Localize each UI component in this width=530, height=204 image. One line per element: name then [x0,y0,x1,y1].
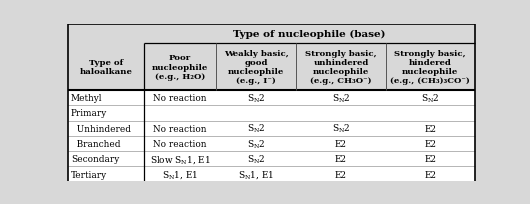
Text: $\mathregular{S_N2}$: $\mathregular{S_N2}$ [332,92,350,104]
Text: E2: E2 [335,155,347,163]
Text: $\mathregular{S_N2}$: $\mathregular{S_N2}$ [421,92,439,104]
Text: Methyl: Methyl [71,94,102,103]
Text: $\mathregular{S_N2}$: $\mathregular{S_N2}$ [247,137,266,150]
Text: $\mathregular{S_N2}$: $\mathregular{S_N2}$ [332,122,350,135]
Text: E2: E2 [425,170,436,179]
Text: Slow $\mathregular{S_N1}$, E1: Slow $\mathregular{S_N1}$, E1 [149,153,210,165]
Text: $\mathregular{S_N2}$: $\mathregular{S_N2}$ [247,153,266,165]
Text: Tertiary: Tertiary [71,170,107,179]
Text: E2: E2 [335,139,347,148]
Text: Secondary: Secondary [71,155,119,163]
Bar [68,90,475,182]
Text: $\mathregular{S_N2}$: $\mathregular{S_N2}$ [247,92,266,104]
Text: Type of nucleophile (base): Type of nucleophile (base) [233,30,385,39]
Text: $\mathregular{S_N2}$: $\mathregular{S_N2}$ [247,122,266,135]
Text: Primary: Primary [71,109,107,118]
Text: Strongly basic,
unhindered
nucleophile
(e.g., CH₃O⁻): Strongly basic, unhindered nucleophile (… [305,50,377,85]
Text: Unhindered: Unhindered [71,124,131,133]
Text: Poor
nucleophile
(e.g., H₂O): Poor nucleophile (e.g., H₂O) [152,54,208,80]
Text: $\mathregular{S_N1}$, E1: $\mathregular{S_N1}$, E1 [162,168,198,180]
Text: Type of
haloalkane: Type of haloalkane [80,59,132,76]
Text: E2: E2 [425,139,436,148]
Text: No reaction: No reaction [153,124,207,133]
Text: Branched: Branched [71,139,120,148]
Text: Weakly basic,
good
nucleophile
(e.g., I⁻): Weakly basic, good nucleophile (e.g., I⁻… [224,50,289,85]
Text: Strongly basic,
hindered
nucleophile
(e.g., (CH₃)₃CO⁻): Strongly basic, hindered nucleophile (e.… [391,50,470,85]
Text: E2: E2 [425,155,436,163]
Text: E2: E2 [335,170,347,179]
Text: No reaction: No reaction [153,139,207,148]
Text: E2: E2 [425,124,436,133]
Text: No reaction: No reaction [153,94,207,103]
Text: $\mathregular{S_N1}$, E1: $\mathregular{S_N1}$, E1 [238,168,275,180]
